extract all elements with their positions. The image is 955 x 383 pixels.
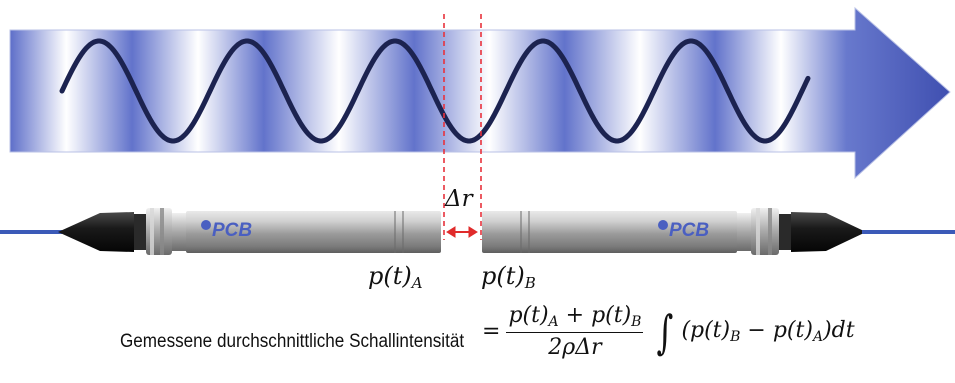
formula-equals: = [482, 319, 501, 344]
sine-wave [59, 38, 811, 144]
integrand-close: )dt [823, 318, 855, 343]
num-term-a: p(t) [508, 303, 549, 328]
probe-cap-left [58, 212, 134, 252]
brand-label-right: PCB [669, 220, 709, 241]
probe-body-left [186, 211, 441, 253]
integrand-sub-b: B [730, 329, 741, 345]
sound-wave-arrow [9, 6, 951, 180]
microphone-probe-a: PCB [0, 208, 441, 255]
num-plus: + [558, 303, 592, 328]
intensity-caption: Gemessene durchschnittliche Schallintens… [120, 331, 465, 352]
pressure-a-base: p(t) [368, 262, 412, 290]
pcb-logo-left: PCB [201, 220, 252, 241]
probe-connector-right [779, 214, 791, 250]
microphone-probe-b: PCB [482, 208, 955, 255]
integrand-minus: − p(t) [740, 318, 813, 343]
probe-connector-left [134, 214, 146, 250]
intensity-formula: = p(t)A + p(t)B 2ρΔr ∫ (p(t)B − p(t)A)dt [482, 303, 855, 360]
integrand-open: (p(t) [681, 318, 731, 343]
pressure-b-sub: B [524, 274, 536, 292]
delta-r-label: Δr [445, 186, 473, 212]
probe-ring-right [751, 208, 779, 255]
num-sub-a: A [548, 314, 559, 330]
probe-cap-right [791, 212, 866, 252]
pcb-logo-right: PCB [658, 220, 709, 241]
probe-neck-left [172, 213, 186, 251]
arrow-body [9, 6, 951, 180]
formula-fraction: p(t)A + p(t)B 2ρΔr [506, 303, 644, 360]
probe-ring-left [146, 208, 172, 255]
num-sub-b: B [631, 314, 642, 330]
num-term-b: p(t) [591, 303, 632, 328]
formula-denominator: 2ρΔr [548, 335, 602, 360]
pressure-a-label: p(t)A [368, 262, 423, 292]
integral-sign: ∫ [657, 304, 674, 359]
integrand-sub-a: A [812, 329, 824, 345]
probe-body-right [482, 211, 737, 253]
probe-neck-right [737, 213, 751, 251]
formula-integrand: (p(t)B − p(t)A)dt [681, 318, 854, 345]
double-headed-arrow-icon [446, 226, 478, 238]
brand-label-left: PCB [212, 220, 252, 241]
pressure-a-sub: A [411, 274, 423, 292]
formula-numerator: p(t)A + p(t)B [506, 303, 644, 333]
pressure-b-label: p(t)B [481, 262, 536, 292]
pressure-b-base: p(t) [481, 262, 525, 290]
